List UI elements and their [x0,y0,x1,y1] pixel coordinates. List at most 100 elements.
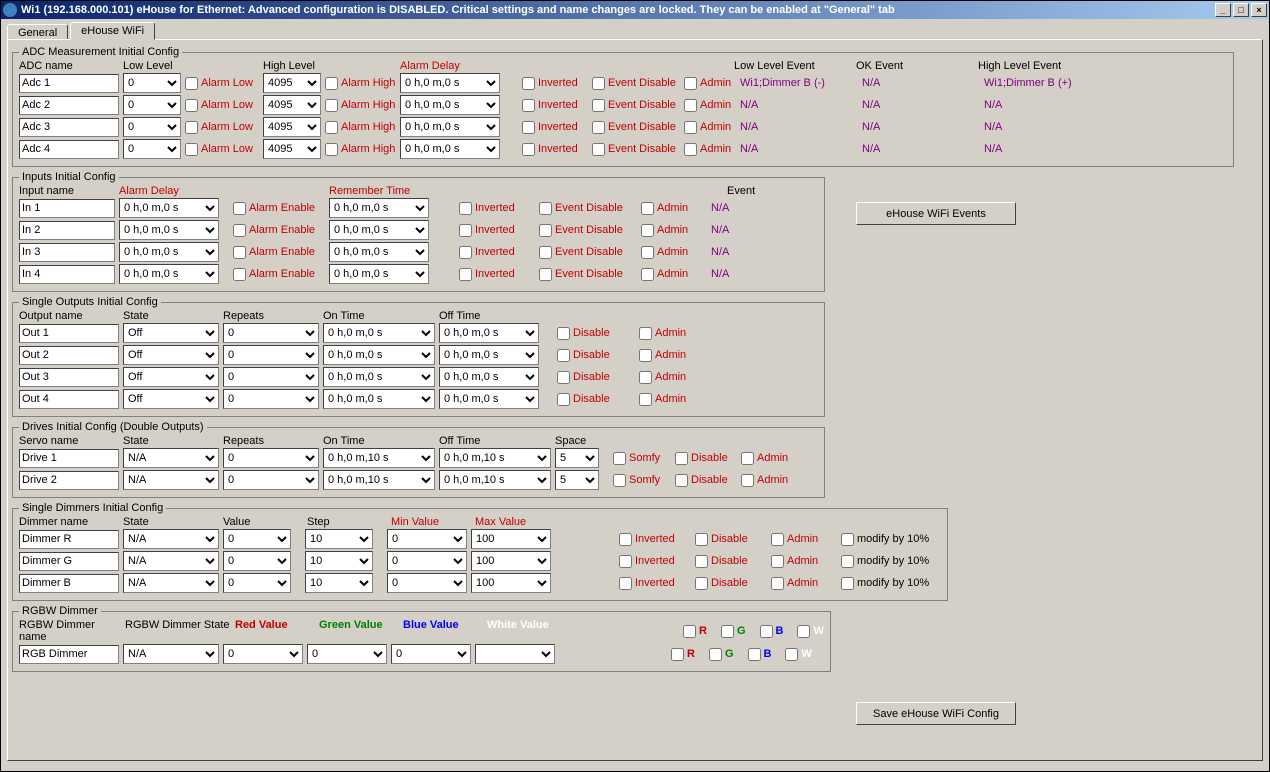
output-state-select[interactable]: Off [123,323,219,343]
adc-admin-check[interactable]: Admin [684,77,736,90]
drive-space-select[interactable]: 5 [555,448,599,468]
rgbw-g1-check[interactable]: G [721,619,746,643]
adc-name-input[interactable] [19,74,119,93]
rgbw-white-select[interactable] [475,644,555,664]
dimmer-disable-check[interactable]: Disable [695,533,767,546]
dimmer-inverted-check[interactable]: Inverted [619,555,691,568]
rgbw-state-select[interactable]: N/A [123,644,219,664]
dimmer-admin-check[interactable]: Admin [771,555,837,568]
adc-inverted-check[interactable]: Inverted [522,143,588,156]
dimmer-admin-check[interactable]: Admin [771,577,837,590]
drive-on-select[interactable]: 0 h,0 m,10 s [323,470,435,490]
input-name-input[interactable] [19,221,115,240]
tab-ehouse-wifi[interactable]: eHouse WiFi [70,22,155,40]
adc-delay-select[interactable]: 0 h,0 m,0 s [400,73,500,93]
adc-alarmhigh-check[interactable]: Alarm High [325,99,396,112]
rgbw-r1-check[interactable]: R [683,619,707,643]
rgbw-red-select[interactable]: 0 [223,644,303,664]
output-admin-check[interactable]: Admin [639,371,699,384]
adc-alarmlow-check[interactable]: Alarm Low [185,121,259,134]
output-on-select[interactable]: 0 h,0 m,0 s [323,389,435,409]
output-name-input[interactable] [19,346,119,365]
input-remember-select[interactable]: 0 h,0 m,0 s [329,198,429,218]
minimize-button[interactable]: _ [1215,3,1231,17]
dimmer-min-select[interactable]: 0 [387,573,467,593]
input-eventdisable-check[interactable]: Event Disable [539,224,637,237]
drive-repeats-select[interactable]: 0 [223,448,319,468]
adc-admin-check[interactable]: Admin [684,99,736,112]
input-remember-select[interactable]: 0 h,0 m,0 s [329,242,429,262]
input-delay-select[interactable]: 0 h,0 m,0 s [119,198,219,218]
input-delay-select[interactable]: 0 h,0 m,0 s [119,264,219,284]
adc-eventdisable-check[interactable]: Event Disable [592,77,680,90]
ehouse-wifi-events-button[interactable]: eHouse WiFi Events [856,202,1016,225]
input-alarmenable-check[interactable]: Alarm Enable [233,224,325,237]
adc-alarmlow-check[interactable]: Alarm Low [185,143,259,156]
output-repeats-select[interactable]: 0 [223,389,319,409]
output-state-select[interactable]: Off [123,367,219,387]
drive-repeats-select[interactable]: 0 [223,470,319,490]
rgbw-green-select[interactable]: 0 [307,644,387,664]
dimmer-state-select[interactable]: N/A [123,529,219,549]
drive-name-input[interactable] [19,449,119,468]
dimmer-name-input[interactable] [19,552,119,571]
output-repeats-select[interactable]: 0 [223,345,319,365]
adc-admin-check[interactable]: Admin [684,143,736,156]
dimmer-max-select[interactable]: 100 [471,529,551,549]
adc-alarmhigh-check[interactable]: Alarm High [325,121,396,134]
output-off-select[interactable]: 0 h,0 m,0 s [439,367,539,387]
input-eventdisable-check[interactable]: Event Disable [539,202,637,215]
rgbw-r2-check[interactable]: R [671,648,695,661]
rgbw-b2-check[interactable]: B [748,648,772,661]
output-on-select[interactable]: 0 h,0 m,0 s [323,345,435,365]
drive-disable-check[interactable]: Disable [675,474,737,487]
drive-admin-check[interactable]: Admin [741,474,795,487]
dimmer-max-select[interactable]: 100 [471,551,551,571]
drive-on-select[interactable]: 0 h,0 m,10 s [323,448,435,468]
adc-inverted-check[interactable]: Inverted [522,77,588,90]
output-state-select[interactable]: Off [123,345,219,365]
adc-delay-select[interactable]: 0 h,0 m,0 s [400,95,500,115]
drive-state-select[interactable]: N/A [123,448,219,468]
rgbw-b1-check[interactable]: B [760,619,784,643]
adc-eventdisable-check[interactable]: Event Disable [592,121,680,134]
input-alarmenable-check[interactable]: Alarm Enable [233,268,325,281]
output-repeats-select[interactable]: 0 [223,323,319,343]
dimmer-inverted-check[interactable]: Inverted [619,577,691,590]
input-name-input[interactable] [19,265,115,284]
input-name-input[interactable] [19,199,115,218]
input-inverted-check[interactable]: Inverted [459,224,535,237]
drive-off-select[interactable]: 0 h,0 m,10 s [439,470,551,490]
dimmer-max-select[interactable]: 100 [471,573,551,593]
input-delay-select[interactable]: 0 h,0 m,0 s [119,242,219,262]
input-inverted-check[interactable]: Inverted [459,268,535,281]
dimmer-modify-check[interactable]: modify by 10% [841,555,941,568]
adc-low-select[interactable]: 0 [123,139,181,159]
adc-alarmlow-check[interactable]: Alarm Low [185,99,259,112]
output-disable-check[interactable]: Disable [557,371,635,384]
adc-inverted-check[interactable]: Inverted [522,99,588,112]
input-alarmenable-check[interactable]: Alarm Enable [233,246,325,259]
input-admin-check[interactable]: Admin [641,268,707,281]
dimmer-disable-check[interactable]: Disable [695,555,767,568]
drive-admin-check[interactable]: Admin [741,452,795,465]
adc-eventdisable-check[interactable]: Event Disable [592,99,680,112]
adc-inverted-check[interactable]: Inverted [522,121,588,134]
dimmer-min-select[interactable]: 0 [387,551,467,571]
adc-name-input[interactable] [19,96,119,115]
drive-off-select[interactable]: 0 h,0 m,10 s [439,448,551,468]
dimmer-value-select[interactable]: 0 [223,551,291,571]
output-disable-check[interactable]: Disable [557,393,635,406]
dimmer-admin-check[interactable]: Admin [771,533,837,546]
output-on-select[interactable]: 0 h,0 m,0 s [323,323,435,343]
rgbw-name-input[interactable] [19,645,119,664]
dimmer-name-input[interactable] [19,574,119,593]
maximize-button[interactable]: □ [1233,3,1249,17]
output-state-select[interactable]: Off [123,389,219,409]
input-remember-select[interactable]: 0 h,0 m,0 s [329,264,429,284]
adc-high-select[interactable]: 4095 [263,117,321,137]
rgbw-w2-check[interactable]: W [785,648,811,661]
adc-alarmhigh-check[interactable]: Alarm High [325,77,396,90]
adc-high-select[interactable]: 4095 [263,95,321,115]
dimmer-modify-check[interactable]: modify by 10% [841,533,941,546]
